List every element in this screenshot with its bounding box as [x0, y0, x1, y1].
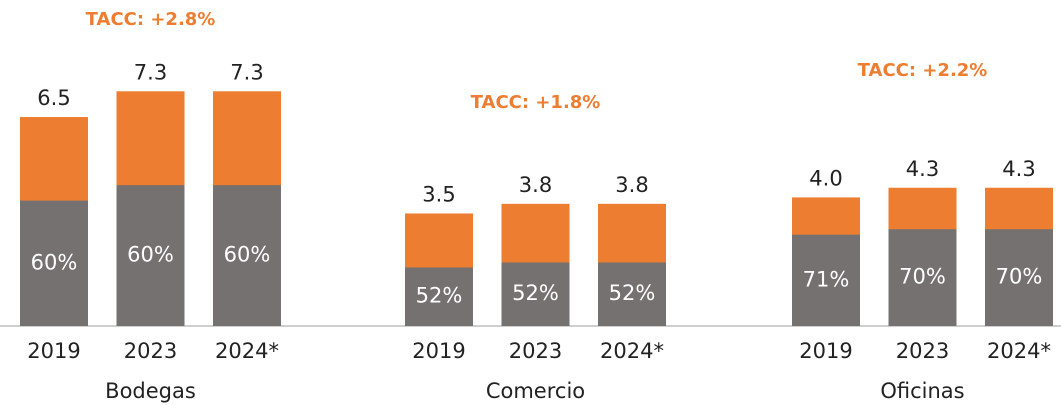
annotation: TACC: +2.8% [86, 9, 216, 30]
x-tick-label: 2024* [215, 339, 279, 363]
x-tick-label: 2019 [412, 339, 465, 363]
bar-share [213, 185, 281, 326]
bar-share [20, 200, 88, 326]
bar-share [501, 262, 570, 326]
bar-share [598, 262, 666, 326]
annotation: TACC: +1.8% [471, 92, 601, 113]
bar-share [888, 229, 957, 326]
share-label: 70% [899, 265, 946, 289]
bar-share [116, 185, 185, 326]
x-tick-label: 2019 [799, 339, 852, 363]
x-tick-label: 2023 [124, 339, 177, 363]
total-label: 7.3 [134, 60, 167, 84]
share-label: 70% [996, 265, 1043, 289]
group-title: Oficinas [880, 379, 964, 403]
share-label: 52% [609, 281, 656, 305]
x-tick-label: 2023 [896, 339, 949, 363]
bar-share [792, 234, 860, 326]
total-label: 3.5 [422, 182, 455, 206]
share-label: 71% [803, 267, 850, 291]
total-label: 6.5 [37, 86, 70, 110]
total-label: 4.3 [1002, 157, 1035, 181]
x-tick-label: 2023 [509, 339, 562, 363]
total-label: 4.0 [809, 166, 842, 190]
x-tick-label: 2024* [987, 339, 1051, 363]
share-label: 60% [224, 243, 271, 267]
share-label: 52% [512, 281, 559, 305]
bar-share [985, 229, 1053, 326]
total-label: 3.8 [519, 173, 552, 197]
group-title: Bodegas [105, 379, 196, 403]
group-title: Comercio [486, 379, 585, 403]
x-tick-label: 2019 [27, 339, 80, 363]
x-tick-label: 2024* [600, 339, 664, 363]
annotation: TACC: +2.2% [858, 60, 988, 81]
bar-share [405, 267, 473, 326]
total-label: 4.3 [906, 157, 939, 181]
share-label: 60% [31, 250, 78, 274]
total-label: 3.8 [615, 173, 648, 197]
share-label: 60% [127, 243, 174, 267]
share-label: 52% [416, 284, 463, 308]
total-label: 7.3 [230, 60, 263, 84]
